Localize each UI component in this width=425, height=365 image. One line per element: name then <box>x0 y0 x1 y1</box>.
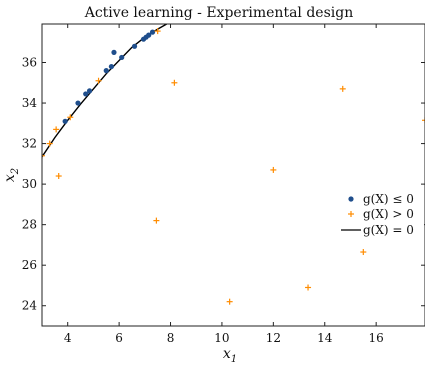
y-tick-label: 24 <box>22 299 38 313</box>
x-tick-label: 6 <box>115 331 123 345</box>
y-tick-label: 32 <box>22 137 37 151</box>
y-tick-label: 30 <box>22 177 37 191</box>
point-infeasible <box>305 284 312 291</box>
point-feasible <box>111 49 117 55</box>
point-infeasible <box>95 77 102 84</box>
x-axis-label-subscript: 1 <box>231 354 237 365</box>
point-feasible <box>62 118 68 124</box>
x-tick-label: 4 <box>64 331 72 345</box>
y-axis-label-subscript: 2 <box>10 168 21 175</box>
legend: g(X) ≤ 0 g(X) > 0 g(X) = 0 <box>338 188 424 240</box>
point-infeasible <box>360 249 367 256</box>
point-infeasible <box>55 173 62 180</box>
point-feasible <box>103 68 109 74</box>
legend-label-series-2: g(X) > 0 <box>363 207 414 221</box>
point-infeasible <box>270 166 277 173</box>
y-tick-label: 26 <box>22 258 37 272</box>
x-tick-label: 12 <box>266 331 281 345</box>
point-feasible <box>146 32 152 38</box>
legend-marker-plus <box>348 211 354 217</box>
point-infeasible <box>226 298 233 305</box>
y-tick-label: 36 <box>22 56 37 70</box>
y-axis-label: x2 <box>2 168 21 182</box>
legend-marker-dot <box>348 196 354 202</box>
y-tick-label: 34 <box>22 96 38 110</box>
y-axis-label-main: x <box>2 174 18 182</box>
x-tick-label: 10 <box>214 331 229 345</box>
point-infeasible <box>154 28 161 35</box>
point-feasible <box>83 91 89 97</box>
x-tick-label: 14 <box>317 331 333 345</box>
point-infeasible <box>53 126 60 133</box>
point-feasible <box>86 88 93 94</box>
point-infeasible <box>67 114 74 121</box>
point-feasible <box>75 100 81 106</box>
y-tick-label: 28 <box>22 218 37 232</box>
point-feasible <box>119 54 125 61</box>
point-feasible <box>131 43 138 49</box>
point-infeasible <box>42 152 45 159</box>
chart-title: Active learning - Experimental design <box>84 5 354 21</box>
point-feasible <box>108 63 115 70</box>
plot-frame <box>41 23 425 327</box>
legend-label-series-1: g(X) ≤ 0 <box>363 192 414 206</box>
point-infeasible <box>153 217 160 224</box>
boundary-curve <box>42 24 168 158</box>
point-infeasible <box>46 140 53 147</box>
x-tick-label: 16 <box>369 331 384 345</box>
x-axis-label-main: x <box>223 346 231 362</box>
point-feasible <box>149 29 156 35</box>
x-axis-label: x1 <box>223 346 237 365</box>
x-tick-label: 8 <box>167 331 175 345</box>
point-infeasible <box>339 85 346 92</box>
point-infeasible <box>422 117 425 124</box>
point-infeasible <box>171 79 178 86</box>
legend-label-series-3: g(X) = 0 <box>363 223 414 237</box>
